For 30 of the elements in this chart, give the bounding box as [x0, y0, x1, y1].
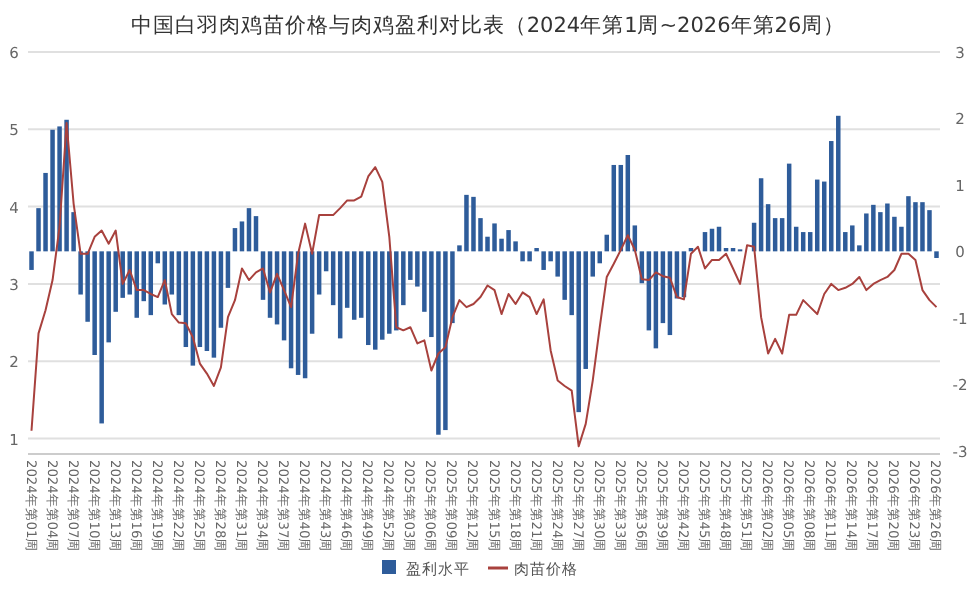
- bar: [836, 115, 841, 252]
- chart-title: 中国白羽肉鸡苗价格与肉鸡盈利对比表（2024年第1周~2026年第26周）: [130, 12, 846, 38]
- bar: [99, 251, 104, 424]
- bar: [913, 202, 918, 252]
- bar: [885, 203, 890, 252]
- bar: [576, 251, 581, 413]
- bar: [351, 251, 357, 320]
- bar: [436, 251, 441, 435]
- bar: [29, 251, 34, 270]
- bar: [492, 223, 497, 252]
- bar: [541, 251, 546, 270]
- bar: [871, 204, 876, 252]
- bar: [373, 251, 378, 350]
- bar: [506, 230, 511, 252]
- bar: [471, 196, 476, 252]
- bar: [927, 210, 932, 252]
- bar: [934, 251, 939, 258]
- bar: [906, 196, 911, 252]
- bar: [387, 251, 392, 334]
- bar: [520, 251, 525, 262]
- bar: [850, 225, 855, 252]
- bar: [211, 251, 217, 358]
- bar: [443, 251, 448, 431]
- bar: [464, 194, 469, 252]
- bar: [864, 213, 869, 252]
- bar: [920, 202, 925, 252]
- line-series: [30, 122, 938, 448]
- bar: [527, 251, 532, 262]
- bar: [134, 251, 139, 318]
- bar: [50, 129, 55, 252]
